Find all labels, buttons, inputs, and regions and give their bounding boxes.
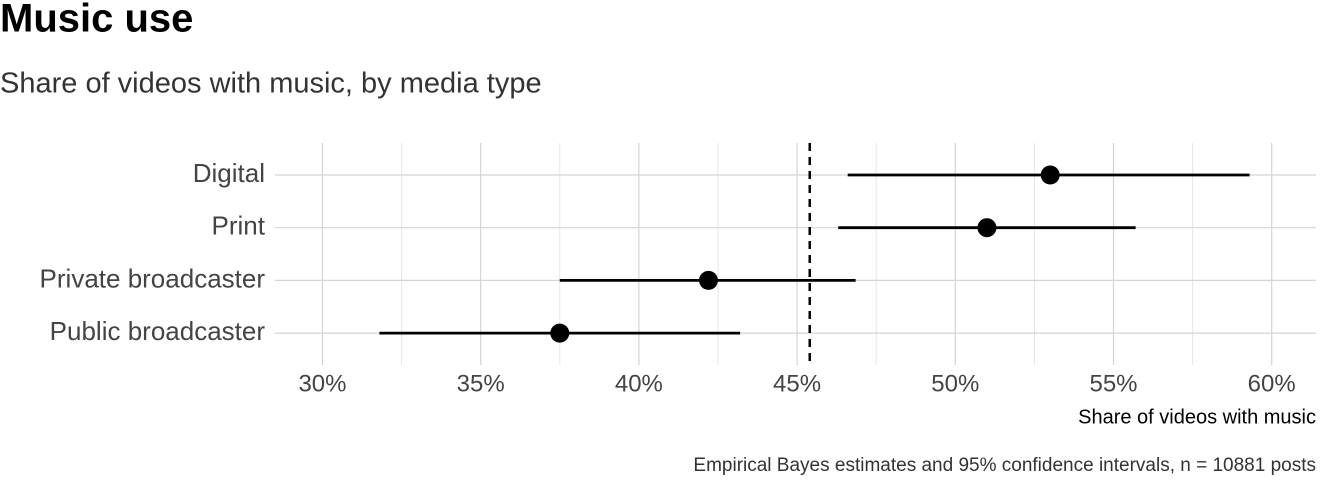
x-tick-label: 40% — [615, 370, 663, 397]
point — [698, 270, 718, 290]
chart-title: Music use — [0, 0, 193, 41]
x-tick-label: 30% — [298, 370, 346, 397]
x-tick-label: 50% — [931, 370, 979, 397]
x-tick-label: 35% — [457, 370, 505, 397]
y-tick-label: Private broadcaster — [40, 263, 266, 293]
x-tick-label: 60% — [1248, 370, 1296, 397]
x-axis-title: Share of videos with music — [1078, 406, 1316, 428]
x-tick-label: 45% — [773, 370, 821, 397]
chart-subtitle: Share of videos with music, by media typ… — [0, 68, 542, 100]
point — [550, 323, 570, 343]
x-tick-label: 55% — [1089, 370, 1137, 397]
caption: Empirical Bayes estimates and 95% confid… — [693, 455, 1316, 476]
y-tick-label: Public broadcaster — [50, 316, 266, 346]
point — [1040, 165, 1060, 185]
y-tick-label: Print — [212, 211, 266, 241]
point — [977, 218, 997, 238]
y-tick-label: Digital — [193, 158, 265, 188]
